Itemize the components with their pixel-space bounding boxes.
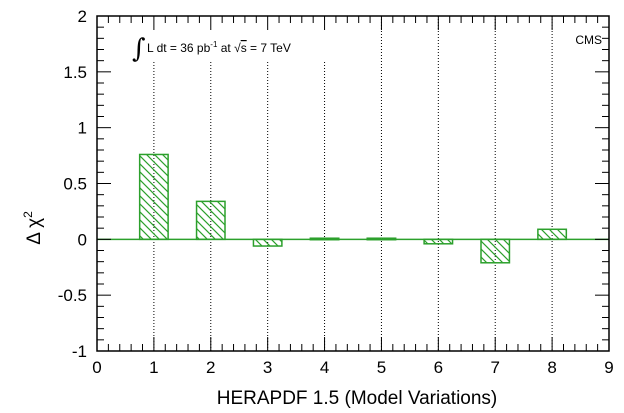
- plot-frame: [96, 15, 610, 352]
- lumi-text: L dt = 36 pb: [147, 41, 211, 55]
- y-tick-label: 0.5: [63, 175, 87, 194]
- lumi-at: at: [217, 41, 234, 55]
- x-tick-label: 7: [490, 358, 499, 377]
- gridlines: [153, 16, 553, 351]
- y-tick-label: -0.5: [58, 286, 87, 305]
- svg-text:L dt = 36 pb-1 at √s = 7 TeV: L dt = 36 pb-1 at √s = 7 TeV: [147, 40, 291, 55]
- svg-text:Δ χ2: Δ χ2: [21, 211, 45, 245]
- x-tick-label: 3: [263, 358, 272, 377]
- x-tick-label: 0: [92, 358, 101, 377]
- y-axis-title: Δ χ2: [21, 211, 45, 245]
- x-tick-label: 4: [320, 358, 329, 377]
- bar-7: [480, 238, 511, 264]
- integral-sign: ∫: [132, 34, 146, 64]
- x-tick-labels: 0 1 2 3 4 5 6 7 8 9: [92, 358, 613, 377]
- lumi-exponent: -1: [210, 40, 218, 49]
- y-tick-label: 1: [78, 119, 87, 138]
- x-tick-label: 5: [377, 358, 386, 377]
- x-tick-label: 8: [547, 358, 556, 377]
- luminosity-annotation: ∫ L dt = 36 pb-1 at √s = 7 TeV: [132, 34, 291, 64]
- sqrt-sign: √: [234, 41, 241, 55]
- y-tick-label: -1: [72, 342, 87, 361]
- bar-3: [252, 238, 283, 247]
- bars: [138, 153, 568, 264]
- sqrt-arg: s: [241, 41, 247, 55]
- axis-ticks: [96, 15, 610, 352]
- y-tick-label: 2: [78, 7, 87, 26]
- x-axis-title: HERAPDF 1.5 (Model Variations): [217, 388, 498, 409]
- y-axis-title-exponent: 2: [21, 211, 35, 218]
- x-tick-label: 1: [149, 358, 158, 377]
- y-tick-label: 1.5: [63, 63, 87, 82]
- x-tick-label: 2: [206, 358, 215, 377]
- bar-1: [138, 153, 169, 241]
- y-tick-label: 0: [78, 230, 87, 249]
- y-tick-labels: -1 -0.5 0 0.5 1 1.5 2: [58, 7, 87, 361]
- energy-text: = 7 TeV: [247, 41, 291, 55]
- bar-2: [195, 200, 226, 241]
- x-tick-label: 9: [604, 358, 613, 377]
- bar-8: [537, 228, 568, 241]
- x-tick-label: 6: [434, 358, 443, 377]
- y-axis-title-base: Δ χ: [24, 218, 45, 245]
- experiment-label: CMS: [575, 33, 602, 47]
